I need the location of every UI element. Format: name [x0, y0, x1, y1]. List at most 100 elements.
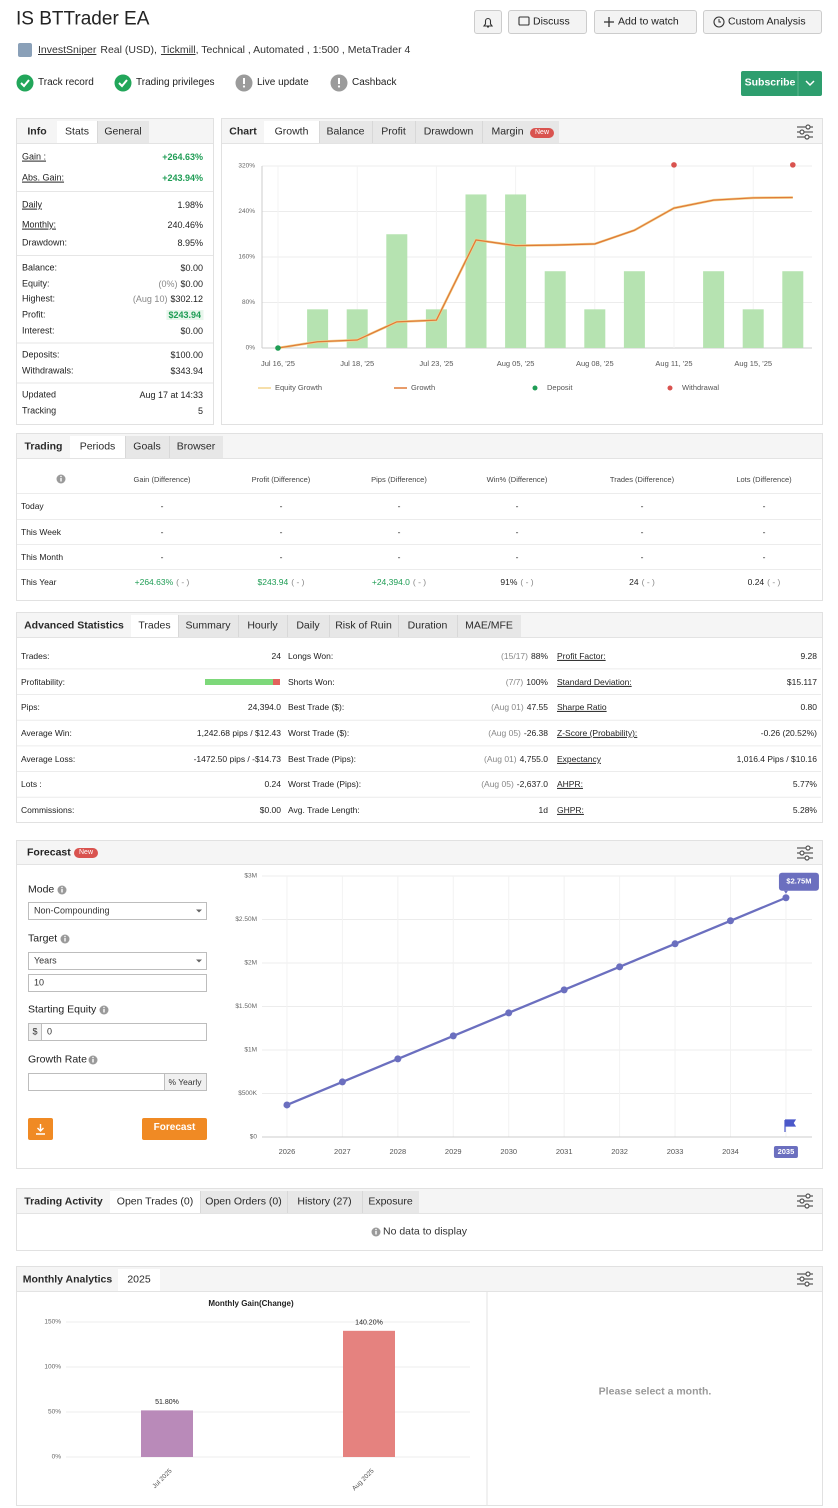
- tab-label[interactable]: 2025: [127, 1273, 151, 1286]
- tab[interactable]: [178, 615, 238, 637]
- suffix[interactable]: [164, 1073, 207, 1091]
- tab[interactable]: [70, 436, 125, 458]
- stat-value: 4,755.0: [519, 753, 548, 764]
- stat-label: Longs Won:: [288, 650, 334, 661]
- row-label: This Month: [21, 551, 64, 562]
- tab-label[interactable]: MAE/MFE: [465, 619, 513, 632]
- tab-label[interactable]: Periods: [79, 440, 116, 453]
- period-cell: -: [641, 552, 644, 562]
- period-cell: -: [398, 527, 401, 537]
- tab[interactable]: [57, 121, 97, 143]
- period-cell: $243.94( - ): [258, 577, 305, 587]
- stat-note: (Aug 05): [488, 728, 521, 738]
- forecast-button[interactable]: [142, 1118, 207, 1140]
- field-label: Growth Rate: [28, 1053, 87, 1066]
- period-cell: -: [398, 552, 401, 562]
- avatar: [18, 43, 32, 57]
- tab[interactable]: [264, 121, 319, 143]
- info-value-cell: (Aug 10) $302.12: [133, 294, 203, 304]
- broker-link[interactable]: Tickmill: [160, 44, 196, 56]
- target-select[interactable]: [28, 952, 207, 970]
- tab-label[interactable]: Goals: [133, 440, 161, 453]
- tab-label[interactable]: Open Orders (0): [205, 1195, 282, 1208]
- tab-label[interactable]: Balance: [326, 125, 365, 138]
- tab-label[interactable]: Summary: [185, 619, 231, 632]
- tab-label[interactable]: History (27): [297, 1195, 352, 1208]
- tab-label[interactable]: Duration: [407, 619, 448, 632]
- period-cell: -: [161, 501, 164, 511]
- tab-label[interactable]: Daily: [296, 619, 320, 632]
- stat-label: Shorts Won:: [288, 676, 335, 687]
- tab[interactable]: [97, 121, 149, 143]
- tab[interactable]: [287, 1191, 362, 1213]
- info-label: Abs. Gain:: [22, 172, 65, 183]
- stat-label: Profitability:: [21, 676, 65, 687]
- select-value: Years: [34, 955, 57, 966]
- rate-input[interactable]: [28, 1073, 165, 1091]
- tab[interactable]: [287, 615, 329, 637]
- info-value: 8.95%: [177, 238, 203, 248]
- author-link[interactable]: InvestSniper: [38, 44, 97, 56]
- tab[interactable]: [398, 615, 457, 637]
- target-input[interactable]: [28, 974, 207, 992]
- stat-label: Z-Score (Probability):: [557, 727, 638, 738]
- period-diff: ( - ): [412, 577, 427, 587]
- download-button[interactable]: [28, 1118, 53, 1140]
- tab[interactable]: [457, 615, 521, 637]
- tab[interactable]: [415, 121, 482, 143]
- field-label: Mode: [28, 883, 55, 896]
- stat-note: (7/7): [505, 676, 524, 687]
- period-value: -: [279, 552, 283, 562]
- stat-value-cell: 24,394.0: [248, 702, 281, 712]
- tab[interactable]: [118, 1269, 160, 1291]
- field-label: Starting Equity: [28, 1003, 97, 1016]
- section-title: Trading: [24, 440, 63, 453]
- tab-label[interactable]: Exposure: [368, 1195, 413, 1208]
- tab-label[interactable]: Risk of Ruin: [335, 619, 392, 632]
- stat-value-cell: 24: [272, 651, 281, 661]
- stat-value: 1d: [538, 805, 548, 816]
- mode-select[interactable]: [28, 902, 207, 920]
- header-button-label: Custom Analysis: [728, 15, 806, 28]
- info-label: Equity:: [22, 278, 50, 289]
- stat-value-cell: $0.00: [260, 805, 281, 815]
- tab-label[interactable]: Open Trades (0): [116, 1195, 194, 1208]
- tab-label[interactable]: Profit: [381, 125, 406, 138]
- tab[interactable]: [110, 1191, 200, 1213]
- tab-label[interactable]: General: [104, 125, 142, 138]
- period-cell: -: [516, 552, 519, 562]
- account-type: Real (USD),: [100, 44, 157, 56]
- stat-value: -1472.50 pips / -$14.73: [193, 753, 281, 764]
- stat-value-cell: (7/7) 100%: [506, 677, 548, 687]
- bell-button[interactable]: [474, 10, 502, 34]
- tab-label[interactable]: Stats: [65, 125, 89, 138]
- stat-label: Pips:: [21, 702, 40, 713]
- info-value: $0.00: [180, 326, 203, 336]
- tab-label[interactable]: Margin: [491, 125, 524, 138]
- tab-label[interactable]: Growth: [274, 125, 309, 138]
- meta-line: InvestSniper Real (USD), Tickmill, Technic…: [38, 43, 558, 57]
- tab[interactable]: [238, 615, 287, 637]
- equity-input[interactable]: [41, 1023, 207, 1041]
- tab-label[interactable]: Browser: [176, 440, 216, 453]
- period-cell: -: [763, 552, 766, 562]
- tab[interactable]: [125, 436, 169, 458]
- header-button-label: Add to watch: [618, 15, 679, 28]
- tab-label[interactable]: Trades: [138, 619, 171, 632]
- tab[interactable]: [169, 436, 223, 458]
- tab[interactable]: [372, 121, 415, 143]
- info-label: Profit:: [22, 309, 46, 320]
- tab-label[interactable]: Hourly: [247, 619, 278, 632]
- tab-label[interactable]: Drawdown: [423, 125, 474, 138]
- section-title: Forecast: [27, 846, 71, 859]
- tab[interactable]: [319, 121, 372, 143]
- monthly-panel: [16, 1266, 823, 1506]
- tab[interactable]: [131, 615, 178, 637]
- stat-label: Standard Deviation:: [557, 676, 632, 687]
- section-title: Trading Activity: [24, 1195, 103, 1208]
- info-value: $0.00: [180, 279, 203, 289]
- tab[interactable]: [329, 615, 398, 637]
- tab[interactable]: [362, 1191, 419, 1213]
- stat-value: $0.00: [259, 805, 281, 816]
- tab[interactable]: [200, 1191, 287, 1213]
